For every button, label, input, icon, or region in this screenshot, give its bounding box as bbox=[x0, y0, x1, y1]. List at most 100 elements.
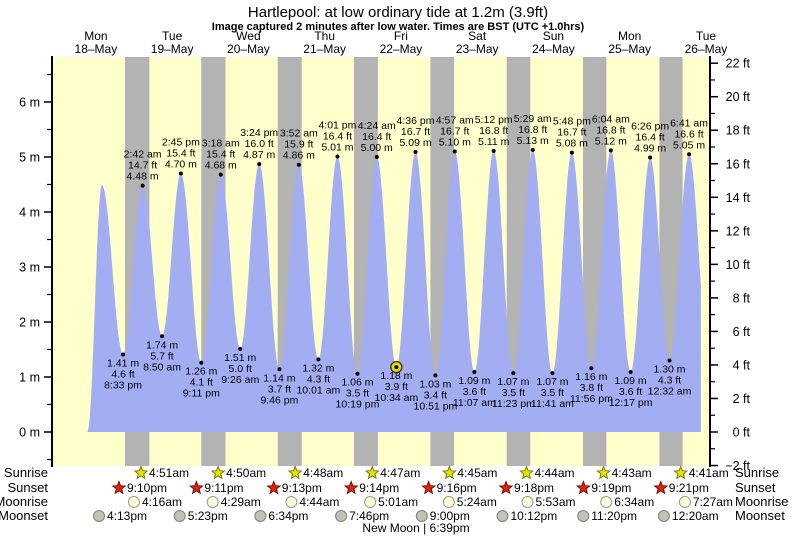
tide-annotation-line: 10:34 am bbox=[374, 392, 418, 404]
day-label-dow: Mon bbox=[84, 29, 107, 43]
sunrise-row-label-left: Sunrise bbox=[4, 465, 48, 480]
sunset-time: 9:21pm bbox=[669, 481, 709, 495]
left-axis-label: 3 m bbox=[19, 261, 40, 275]
right-axis-label: 14 ft bbox=[726, 191, 751, 205]
moonset-entry: 11:20pm bbox=[577, 509, 637, 523]
tide-point-dot bbox=[628, 370, 633, 375]
day-label-date: 23–May bbox=[456, 42, 499, 56]
tide-annotation-line: 5.0 ft bbox=[229, 363, 252, 375]
tide-annotation-line: 3.7 ft bbox=[268, 383, 291, 395]
sunrise-time: 4:51am bbox=[149, 466, 189, 480]
tide-annotation-line: 15.4 ft bbox=[166, 148, 195, 160]
moonset-circle-icon bbox=[93, 510, 105, 522]
tide-point-dot bbox=[433, 373, 438, 378]
sunrise-entry: 4:45am bbox=[441, 465, 497, 480]
tide-annotation-line: 3.9 ft bbox=[385, 381, 408, 393]
tide-annotation-line: 1.07 m bbox=[497, 376, 529, 388]
tide-annotation-line: 3:18 am bbox=[202, 138, 240, 150]
moon-phase-text: New Moon | 6:39pm bbox=[362, 521, 469, 535]
tide-point-dot bbox=[335, 154, 340, 159]
tide-annotation-line: 1.07 m bbox=[536, 376, 568, 388]
tide-annotation-line: 3.6 ft bbox=[463, 386, 486, 398]
left-axis-label: 4 m bbox=[19, 206, 40, 220]
tide-annotation-line: 11:07 am bbox=[453, 397, 496, 409]
moonrise-time: 5:24am bbox=[457, 495, 497, 509]
sunset-time: 9:11pm bbox=[204, 481, 243, 495]
chart-subtitle: Image captured 2 minutes after low water… bbox=[212, 21, 585, 33]
tide-annotation-line: 8:33 pm bbox=[104, 379, 142, 391]
right-axis-label: 10 ft bbox=[726, 258, 751, 272]
tide-annotation-line: 1.06 m bbox=[341, 377, 373, 389]
tide-annotation-line: 4:57 am bbox=[436, 115, 474, 127]
day-label-date: 22–May bbox=[380, 42, 423, 56]
sunrise-time: 4:41am bbox=[689, 466, 729, 480]
tide-annotation-line: 16.7 ft bbox=[440, 126, 469, 138]
moonset-circle-icon bbox=[496, 510, 509, 522]
tide-annotation-line: 4:24 am bbox=[358, 120, 396, 132]
sunrise-star-icon bbox=[441, 465, 457, 480]
sunset-entry: 9:11pm bbox=[188, 480, 244, 495]
moonrise-circle-icon bbox=[678, 496, 691, 508]
moonrise-circle-icon bbox=[364, 496, 377, 508]
tide-annotation-line: 4.48 m bbox=[127, 171, 159, 183]
day-label-dow: Tue bbox=[696, 29, 717, 43]
tide-annotation-line: 5.00 m bbox=[361, 142, 393, 154]
sunset-star-icon bbox=[653, 480, 669, 495]
sunset-time: 9:18pm bbox=[514, 481, 554, 495]
plot-area-group bbox=[52, 57, 710, 466]
tide-annotation-line: 5.10 m bbox=[439, 137, 471, 149]
sunrise-star-icon bbox=[287, 465, 303, 480]
day-label-date: 20–May bbox=[227, 42, 270, 56]
sunset-entry: 9:14pm bbox=[343, 480, 399, 495]
tide-annotation-line: 5:12 pm bbox=[475, 114, 513, 126]
tide-annotation-line: 3.5 ft bbox=[502, 387, 525, 399]
tide-annotation-line: 5:29 am bbox=[514, 113, 552, 125]
moonrise-time: 4:16am bbox=[142, 495, 182, 509]
sunset-star-icon bbox=[498, 480, 514, 495]
tide-annotation-line: 1.14 m bbox=[263, 372, 295, 384]
sunset-star-icon bbox=[188, 480, 204, 495]
tide-annotation-line: 4:36 pm bbox=[397, 115, 435, 127]
day-labels-group: Mon18–MayTue19–MayWed20–MayThu21–MayFri2… bbox=[75, 29, 728, 56]
day-label-dow: Tue bbox=[162, 29, 183, 43]
day-label-dow: Sat bbox=[468, 29, 487, 43]
tide-point-dot bbox=[257, 162, 262, 167]
sunset-row-label-right: Sunset bbox=[735, 480, 776, 495]
tide-annotation-line: 1.51 m bbox=[224, 352, 256, 364]
sunset-star-icon bbox=[111, 480, 127, 495]
moonrise-row-label-right: Moonrise bbox=[735, 494, 788, 509]
tide-annotation-line: 16.8 ft bbox=[479, 125, 508, 137]
sunset-star-icon bbox=[421, 480, 437, 495]
sunrise-entry: 4:43am bbox=[596, 465, 652, 480]
sunrise-star-icon bbox=[519, 465, 534, 480]
moonrise-entry: 4:44am bbox=[285, 495, 339, 509]
moonrise-entry: 5:01am bbox=[364, 495, 418, 509]
sunset-entry: 9:13pm bbox=[266, 480, 322, 495]
moonset-time: 12:20am bbox=[672, 509, 719, 523]
left-axis-label: 6 m bbox=[19, 96, 40, 110]
moonset-entry: 6:34pm bbox=[254, 509, 308, 523]
right-axis-label: 20 ft bbox=[726, 90, 751, 104]
moonset-row-label-left: Moonset bbox=[0, 508, 48, 523]
tide-low-annotation: 1.41 m4.6 ft8:33 pm bbox=[104, 352, 142, 391]
tide-annotation-line: 1.32 m bbox=[302, 362, 334, 374]
sunset-star-icon bbox=[343, 480, 359, 495]
right-axis-label: 22 ft bbox=[726, 57, 751, 71]
tide-annotation-line: 1.74 m bbox=[146, 339, 178, 351]
left-axis-label: 5 m bbox=[19, 151, 40, 165]
moonrise-circle-icon bbox=[206, 496, 219, 508]
tide-low-annotation: 1.26 m4.1 ft9:11 pm bbox=[183, 360, 220, 400]
tide-annotation-line: 15.9 ft bbox=[284, 139, 313, 151]
moonrise-entry: 5:24am bbox=[442, 495, 497, 509]
